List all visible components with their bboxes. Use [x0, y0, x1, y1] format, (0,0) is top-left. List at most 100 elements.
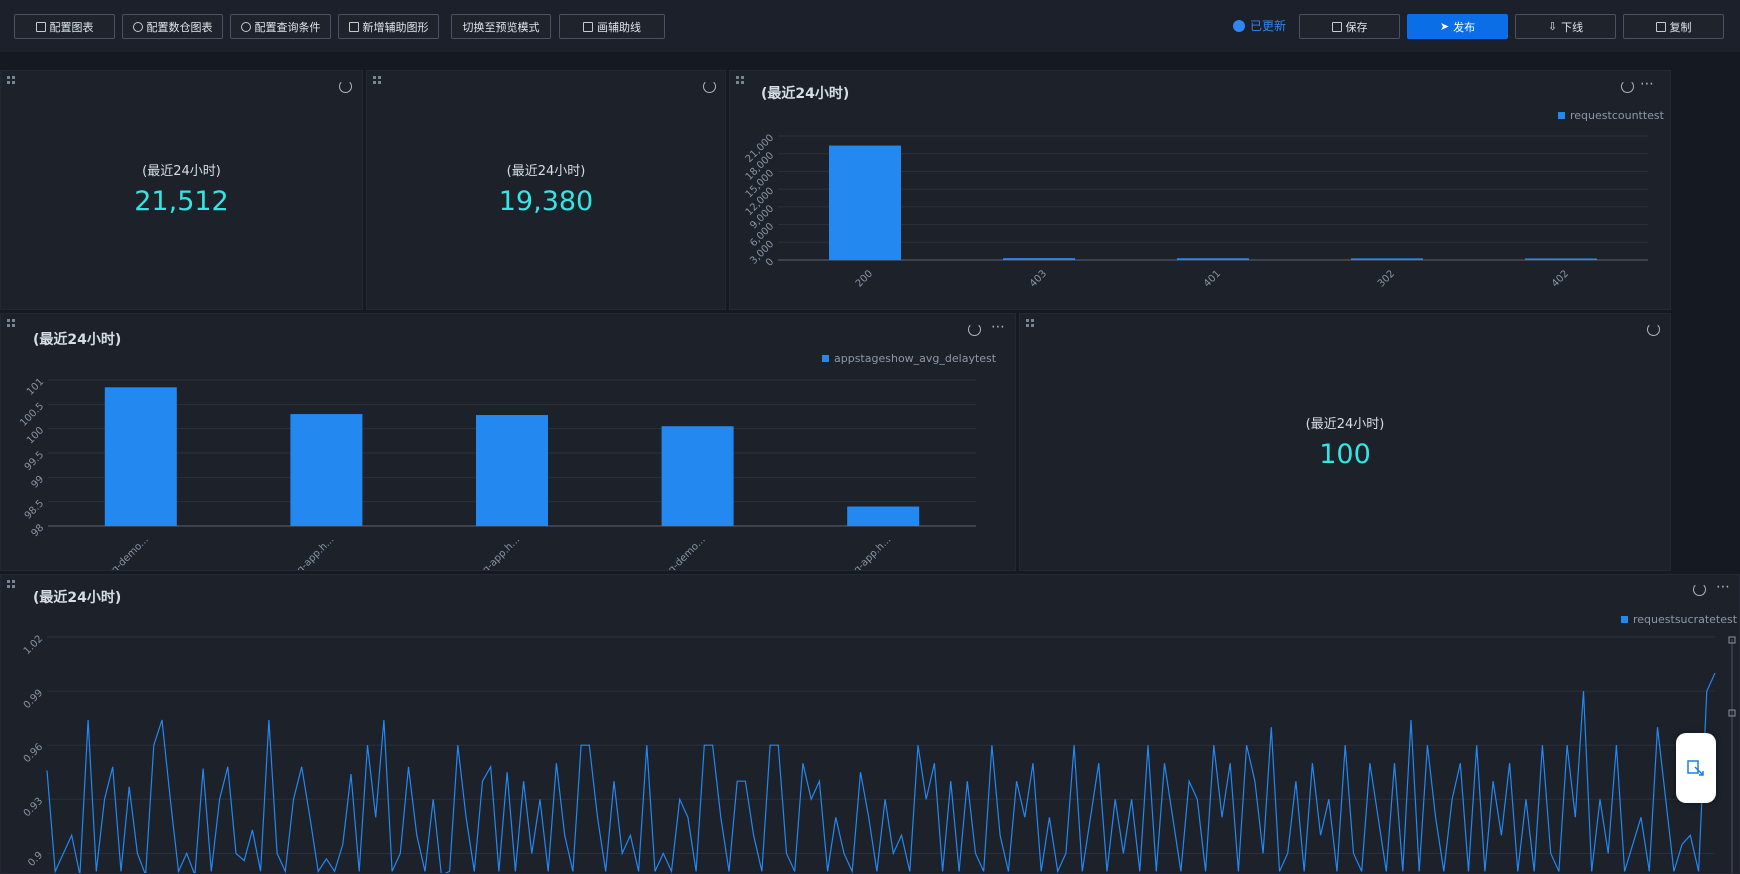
y-tick-label: 98.5 — [23, 498, 47, 522]
refresh-icon[interactable] — [703, 80, 716, 93]
save-button[interactable]: 保存 — [1299, 14, 1400, 39]
pie-icon — [132, 21, 143, 32]
drag-handle-icon[interactable] — [1026, 319, 1035, 328]
zoom-slider-handle-top — [1728, 636, 1736, 644]
bar — [1351, 258, 1423, 260]
copy-icon — [1655, 21, 1666, 32]
chart-legend: requestcounttest — [1558, 109, 1664, 122]
x-tick-label: org-demo... — [102, 534, 151, 570]
bar — [829, 145, 901, 260]
draw-guideline-label: 画辅助线 — [597, 20, 641, 34]
drag-handle-icon[interactable] — [7, 580, 16, 589]
kpi-panel-3: (最近24小时) 100 — [1019, 313, 1671, 571]
y-tick-label: 0.96 — [22, 742, 46, 766]
y-tick-label: 0.93 — [22, 796, 46, 820]
legend-swatch — [822, 355, 829, 362]
status-badge: 已更新 — [1233, 17, 1286, 34]
chart-panel-status-codes: (最近24小时) ⋯ requestcounttest 0 3,000 6,000 9… — [729, 70, 1671, 310]
more-icon[interactable]: ⋯ — [1640, 76, 1655, 92]
more-icon[interactable]: ⋯ — [1716, 579, 1731, 595]
offline-label: 下线 — [1561, 20, 1584, 34]
bar — [1003, 258, 1075, 260]
bar — [847, 506, 920, 526]
kpi-label: (最近24小时) — [1305, 417, 1385, 432]
refresh-icon[interactable] — [1647, 323, 1660, 336]
search-icon — [240, 21, 251, 32]
add-aux-shape-label: 新增辅助图形 — [362, 20, 429, 34]
refresh-status-icon — [1233, 19, 1245, 32]
more-icon[interactable]: ⋯ — [991, 319, 1006, 335]
offline-button[interactable]: ⇩ 下线 — [1515, 14, 1616, 39]
refresh-icon[interactable] — [1693, 583, 1706, 596]
publish-button[interactable]: ➤ 发布 — [1407, 14, 1508, 39]
chart-title: (最近24小时) — [33, 332, 122, 348]
chart-legend: appstageshow_avg_delaytest — [822, 352, 996, 365]
kpi-value: 21,512 — [134, 186, 229, 217]
layout-icon — [348, 21, 359, 32]
y-tick-label: 98 — [29, 522, 46, 539]
chart-title: (最近24小时) — [33, 590, 122, 606]
bar — [661, 426, 734, 526]
x-tick-label: org-app.h... — [473, 534, 522, 570]
config-warehouse-chart-button[interactable]: 配置数仓图表 — [122, 14, 223, 39]
draw-guideline-button[interactable]: 画辅助线 — [559, 14, 665, 39]
zoom-slider-handle-mid — [1728, 709, 1736, 717]
drag-handle-icon[interactable] — [373, 76, 382, 85]
download-icon: ⇩ — [1547, 20, 1558, 33]
toolbar: 配置图表 配置数仓图表 配置查询条件 新增辅助图形 切换至预览模式 画辅助线 已… — [0, 0, 1740, 52]
x-tick-label: org-app.h... — [845, 534, 894, 570]
refresh-icon[interactable] — [1621, 80, 1634, 93]
y-tick-label: 0.9 — [26, 850, 45, 869]
series-line — [46, 672, 1716, 873]
legend-label: requestcounttest — [1570, 109, 1664, 122]
drag-handle-icon[interactable] — [736, 76, 745, 85]
refresh-icon[interactable] — [968, 323, 981, 336]
x-tick-label: 302 — [1376, 268, 1397, 289]
drag-handle-icon[interactable] — [7, 76, 16, 85]
floating-tool-button[interactable] — [1676, 733, 1716, 803]
refresh-icon[interactable] — [339, 80, 352, 93]
chart-panel-success-rate: (最近24小时) ⋯ requestsucratetest 0.9 0.93 0.9… — [0, 574, 1740, 874]
drag-handle-icon[interactable] — [7, 319, 16, 328]
legend-label: appstageshow_avg_delaytest — [834, 352, 997, 365]
y-tick-label: 99 — [29, 474, 46, 491]
y-tick-label: 1.02 — [22, 633, 46, 657]
chart-panel-delay: (最近24小时) ⋯ appstageshow_avg_delaytest 98… — [0, 313, 1016, 571]
y-tick-label: 101 — [25, 376, 46, 397]
y-tick-label: 0.99 — [22, 688, 46, 712]
config-warehouse-chart-label: 配置数仓图表 — [146, 20, 213, 34]
y-tick-label: 100.5 — [18, 401, 46, 429]
legend-swatch — [1558, 112, 1565, 119]
x-tick-label: 402 — [1550, 268, 1571, 289]
kpi-panel-2: (最近24小时) 19,380 — [366, 70, 726, 310]
x-tick-label: org-demo... — [659, 534, 708, 570]
compare-icon — [1687, 760, 1704, 776]
legend-label: requestsucratetest — [1633, 613, 1738, 626]
config-query-label: 配置查询条件 — [254, 20, 321, 34]
kpi-label: (最近24小时) — [506, 164, 586, 179]
copy-label: 复制 — [1669, 20, 1692, 34]
legend-swatch — [1621, 616, 1628, 623]
copy-button[interactable]: 复制 — [1623, 14, 1724, 39]
bar — [1525, 258, 1597, 260]
preview-mode-button[interactable]: 切换至预览模式 — [451, 14, 551, 39]
kpi-panel-1: (最近24小时) 21,512 — [0, 70, 363, 310]
save-icon — [1331, 21, 1342, 32]
bar-chart-status-codes: 03,0006,0009,00012,00015,00018,00021,000… — [744, 132, 1648, 290]
x-tick-label: 403 — [1028, 268, 1049, 289]
bar — [290, 414, 363, 526]
config-chart-button[interactable]: 配置图表 — [14, 14, 115, 39]
x-tick-label: 200 — [854, 268, 875, 289]
y-tick-label: 100 — [25, 425, 46, 446]
x-tick-label: 401 — [1202, 268, 1223, 289]
kpi-value: 19,380 — [498, 186, 594, 217]
chart-title: (最近24小时) — [761, 86, 850, 102]
preview-mode-label: 切换至预览模式 — [462, 20, 540, 34]
save-label: 保存 — [1345, 20, 1368, 34]
grid-icon — [35, 21, 46, 32]
add-aux-shape-button[interactable]: 新增辅助图形 — [338, 14, 439, 39]
x-tick-label: org-app.h... — [288, 534, 337, 570]
bar — [104, 387, 177, 526]
bar — [476, 415, 548, 526]
config-query-button[interactable]: 配置查询条件 — [230, 14, 331, 39]
